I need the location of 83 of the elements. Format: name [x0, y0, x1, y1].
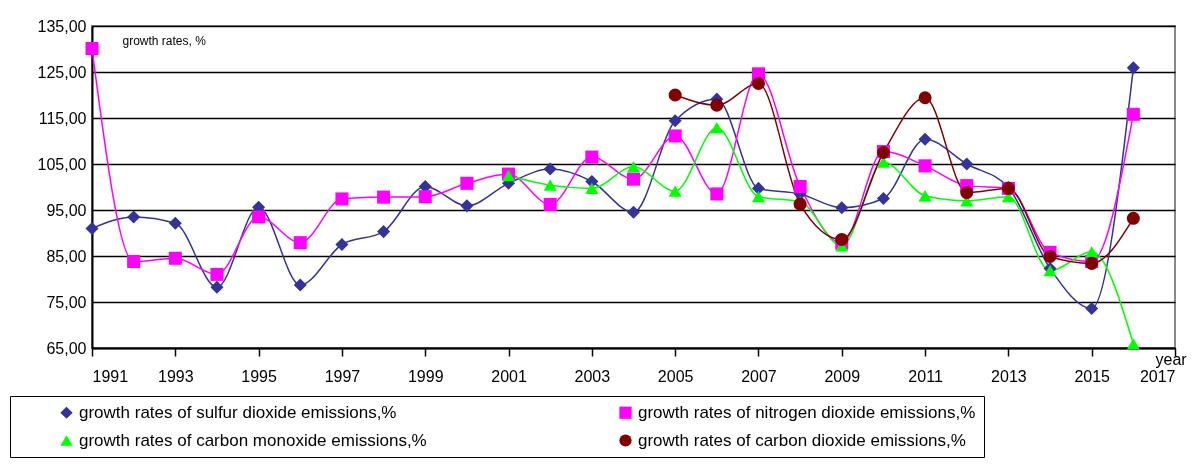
x-tick-label: 2013: [991, 367, 1027, 385]
point: [585, 182, 599, 195]
point: [85, 42, 99, 56]
y-tick-label: 125,00: [37, 63, 87, 81]
x-tick-label: 1999: [407, 367, 444, 385]
y-tick-label: 75,00: [46, 293, 87, 311]
y-tick-label: 65,00: [46, 339, 87, 357]
y-tick-label: 85,00: [46, 247, 87, 265]
legend-label: growth rates of sulfur dioxide emissions,%: [79, 402, 397, 422]
x-tick-label: 2009: [824, 367, 861, 385]
point: [418, 190, 432, 204]
point: [835, 201, 849, 215]
legend-label: growth rates of carbon monoxide emissions,%: [79, 430, 427, 450]
point: [293, 236, 307, 250]
point: [751, 191, 765, 203]
x-tick-label: 2017: [1139, 367, 1176, 385]
point: [626, 172, 641, 186]
point: [668, 88, 682, 102]
point: [710, 98, 724, 112]
point: [543, 179, 557, 191]
point: [668, 185, 682, 197]
x-tick-label: 2015: [1074, 367, 1111, 385]
x-tick-label: 1995: [241, 367, 278, 385]
x-tick-label: 2007: [741, 367, 777, 385]
x-axis-title: year: [1155, 350, 1188, 368]
y-tick-label: 105,00: [37, 155, 87, 173]
point: [918, 159, 932, 173]
point: [127, 210, 141, 224]
point: [626, 161, 641, 173]
x-tick-label: 2005: [657, 367, 694, 385]
point: [876, 156, 890, 168]
point: [377, 190, 391, 204]
point: [668, 129, 682, 143]
point: [710, 187, 724, 201]
y-tick-label: 135,00: [37, 17, 87, 35]
x-tick-label: 1991: [92, 367, 129, 385]
point: [918, 190, 932, 202]
point: [960, 157, 974, 171]
point: [335, 237, 349, 252]
legend-label: growth rates of nitrogen dioxide emissions,%: [638, 402, 976, 422]
point: [793, 180, 807, 194]
point: [210, 267, 224, 281]
point: [751, 76, 765, 91]
y-axis-title: growth rates, %: [122, 33, 207, 48]
point: [1126, 338, 1140, 350]
point: [960, 186, 974, 200]
point: [85, 221, 99, 235]
point: [335, 192, 349, 206]
point: [1126, 61, 1140, 75]
x-tick-label: 1997: [324, 367, 361, 385]
point: [168, 251, 182, 265]
point: [252, 210, 266, 224]
point: [127, 255, 141, 269]
point: [876, 191, 890, 206]
point: [1043, 249, 1057, 263]
point: [543, 162, 557, 176]
point: [168, 216, 182, 230]
x-tick-label: 2011: [908, 367, 943, 385]
point: [1126, 107, 1140, 121]
x-tick-label: 2001: [491, 367, 527, 385]
point: [1085, 246, 1099, 258]
legend-label: growth rates of carbon dioxide emissions,%: [638, 430, 966, 450]
y-tick-label: 95,00: [46, 201, 87, 219]
point: [210, 280, 224, 294]
point: [585, 150, 599, 164]
point: [626, 205, 641, 219]
point: [751, 181, 765, 195]
point: [377, 225, 391, 239]
point: [918, 91, 932, 105]
point: [918, 132, 932, 146]
x-tick-label: 2003: [574, 367, 611, 385]
point: [543, 197, 557, 211]
point: [293, 278, 307, 292]
point: [1126, 211, 1140, 225]
point: [1043, 265, 1057, 277]
point: [710, 122, 724, 134]
point: [1085, 301, 1099, 315]
point: [460, 199, 474, 213]
point: [668, 114, 682, 128]
x-tick-label: 1993: [158, 367, 194, 385]
y-tick-label: 115,00: [38, 109, 87, 127]
point: [460, 176, 474, 190]
point: [835, 232, 849, 246]
